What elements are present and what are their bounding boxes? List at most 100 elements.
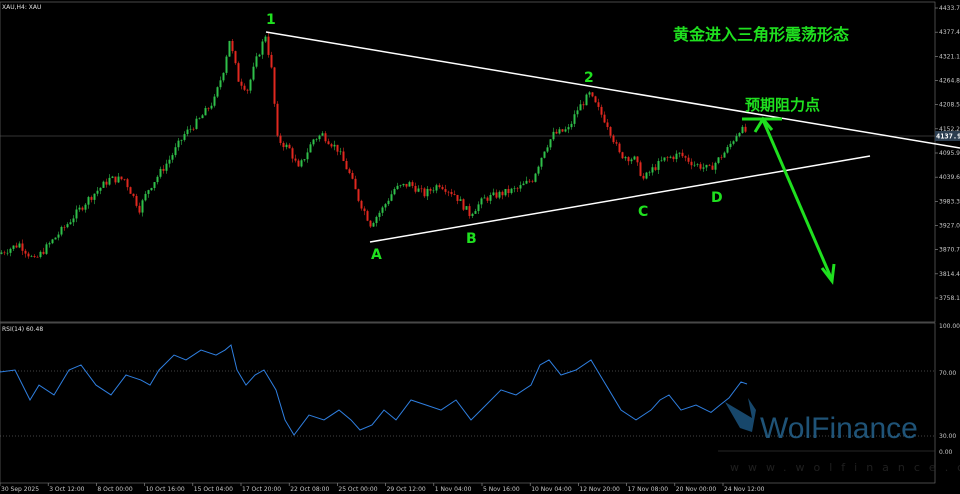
time-tick-label: 20 Nov 00:00	[676, 486, 717, 493]
candle-body	[300, 160, 303, 167]
time-axis: 30 Sep 2025 3 Oct 12:00 8 Oct 00:00 10 Oct …	[0, 483, 765, 493]
candle-body	[540, 157, 543, 167]
upper-trendline[interactable]	[265, 31, 960, 149]
candle-body	[117, 176, 120, 183]
price-tick-label: 4095.90	[939, 150, 960, 157]
rsi-tick-label: 0.00	[939, 449, 953, 456]
resistance-label: 预期阻力点	[745, 96, 820, 114]
candle-body	[423, 188, 426, 197]
candle-body	[60, 226, 63, 235]
candle-body	[465, 206, 468, 210]
candle-body	[603, 114, 606, 123]
price-tick-label: 3814.40	[939, 271, 960, 278]
candle-body	[234, 51, 237, 64]
candle-body	[192, 128, 195, 130]
chart-headline: 黄金进入三角形震荡形态	[673, 25, 849, 44]
candle-body	[459, 199, 462, 201]
current-price-label: 4137.90	[936, 133, 960, 141]
candle-body	[15, 245, 18, 248]
time-tick-label: 17 Oct 20:00	[242, 486, 281, 493]
candle-body	[720, 157, 723, 159]
candle-body	[330, 144, 333, 147]
candle-body	[90, 197, 93, 200]
candle-body	[159, 168, 162, 177]
watermark-url: www.wolfinance.com	[730, 461, 960, 474]
candle-body	[378, 212, 381, 217]
time-tick-label: 8 Oct 00:00	[97, 486, 132, 493]
candle-body	[57, 234, 60, 238]
wave-label-a: A	[371, 247, 382, 263]
candle-body	[732, 141, 735, 144]
candle-body	[69, 222, 72, 225]
candle-body	[303, 159, 306, 161]
candle-body	[105, 181, 108, 185]
time-tick-label: 30 Sep 2025	[1, 486, 39, 493]
candle-body	[519, 185, 522, 189]
candle-body	[708, 164, 711, 166]
candle-body	[351, 172, 354, 179]
candle-body	[30, 256, 33, 257]
candle-body	[501, 191, 504, 196]
candle-body	[498, 191, 501, 198]
candle-body	[717, 157, 720, 163]
candle-body	[633, 156, 636, 160]
candle-body	[417, 188, 420, 192]
candle-body	[474, 211, 477, 214]
candle-body	[390, 194, 393, 201]
candle-body	[132, 193, 135, 196]
candle-body	[114, 176, 117, 183]
candle-body	[171, 155, 174, 160]
candle-body	[120, 176, 123, 180]
candle-body	[126, 179, 129, 188]
candle-body	[642, 175, 645, 179]
candle-body	[222, 72, 225, 81]
candle-body	[654, 167, 657, 170]
price-tick-label: 4039.60	[939, 174, 960, 181]
candle-body	[516, 188, 519, 189]
candle-body	[744, 126, 747, 132]
candle-body	[186, 129, 189, 135]
candle-body	[369, 220, 372, 227]
candle-body	[486, 197, 489, 201]
candle-body	[258, 54, 261, 57]
candle-body	[522, 183, 525, 186]
candle-body	[147, 190, 150, 194]
wave-label-c: C	[638, 204, 648, 220]
candle-body	[372, 223, 375, 227]
candle-body	[624, 157, 627, 159]
candle-body	[237, 63, 240, 82]
wolf-logo-icon	[725, 398, 756, 432]
candle-body	[189, 128, 192, 130]
candle-body	[93, 193, 96, 200]
candle-body	[711, 165, 714, 170]
candle-body	[12, 245, 15, 249]
candle-body	[3, 252, 6, 254]
candle-body	[504, 188, 507, 196]
candle-body	[375, 216, 378, 224]
candle-body	[291, 148, 294, 159]
candle-body	[384, 204, 387, 208]
candle-body	[312, 139, 315, 145]
candle-body	[21, 243, 24, 251]
candle-body	[564, 129, 567, 132]
candle-body	[165, 163, 168, 171]
candle-body	[480, 198, 483, 205]
candle-body	[606, 122, 609, 128]
price-axis: 4433.70 4377.40 4321.10 4264.80 4208.50 4152.…	[935, 5, 960, 302]
candle-body	[129, 187, 132, 194]
candle-body	[345, 161, 348, 170]
candle-body	[324, 133, 327, 142]
lower-trendline[interactable]	[369, 155, 871, 243]
candle-body	[684, 156, 687, 158]
candle-body	[411, 182, 414, 186]
time-tick-label: 22 Oct 08:00	[290, 486, 329, 493]
candle-body	[621, 152, 624, 159]
candle-body	[699, 164, 702, 169]
rsi-label: RSI(14) 60.48	[2, 326, 43, 333]
candle-body	[366, 211, 369, 221]
candle-body	[33, 256, 36, 257]
price-tick-label: 3927.00	[939, 223, 960, 230]
down-arrow-icon	[753, 116, 836, 285]
candle-body	[681, 152, 684, 157]
